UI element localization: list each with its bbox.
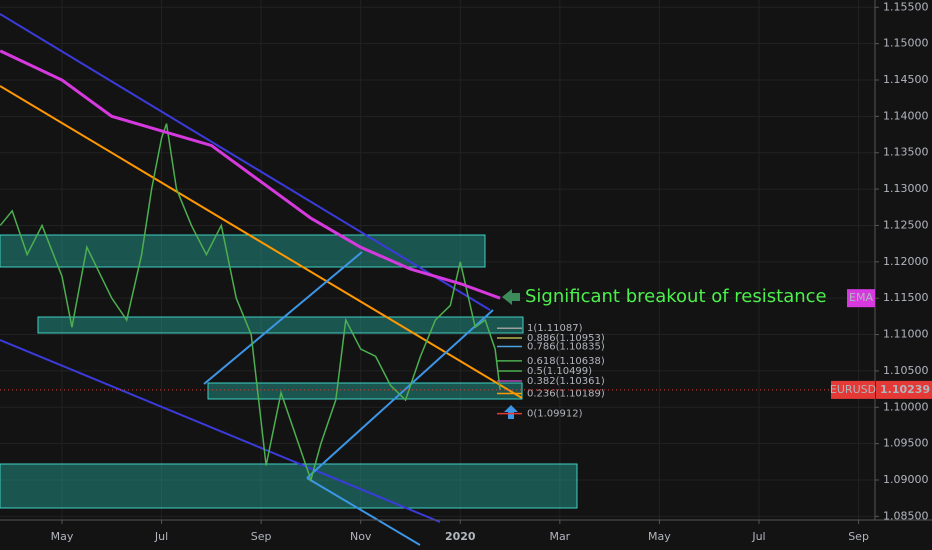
x-tick-label: Sep <box>848 530 869 543</box>
y-tick-label: 1.09000 <box>883 473 929 486</box>
x-tick-label: Jul <box>154 530 168 543</box>
y-tick-label: 1.12500 <box>883 218 929 231</box>
up-arrow <box>504 405 518 419</box>
fib-label: 0.618(1.10638) <box>527 356 605 367</box>
y-tick-label: 1.10500 <box>883 364 929 377</box>
zone <box>0 234 486 268</box>
trendline <box>0 85 523 399</box>
annotation: Significant breakout of resistance <box>525 286 827 307</box>
y-tick-label: 1.13000 <box>883 182 929 195</box>
x-tick-label: Mar <box>549 530 570 543</box>
series-line <box>0 49 501 300</box>
y-tick-label: 1.09500 <box>883 437 929 450</box>
x-tick-label: May <box>648 530 671 543</box>
zone <box>0 463 578 509</box>
y-tick-label: 1.11000 <box>883 328 929 341</box>
fib-label: 1(1.11087) <box>527 323 583 334</box>
y-tick-label: 1.12000 <box>883 255 929 268</box>
annotation-arrow <box>502 289 520 305</box>
x-tick-label: May <box>51 530 74 543</box>
y-tick-label: 1.13500 <box>883 146 929 159</box>
symbol-label: EURUSD <box>830 383 876 396</box>
x-tick-label: Nov <box>350 530 372 543</box>
y-tick-label: 1.15000 <box>883 37 929 50</box>
fib-label: 0.382(1.10361) <box>527 376 605 387</box>
price-tag <box>876 380 932 399</box>
fib-label: 0.236(1.10189) <box>527 389 605 400</box>
x-tick-label: Jul <box>751 530 765 543</box>
zones <box>0 234 578 509</box>
price-label: 1.10239 <box>880 383 930 396</box>
y-tick-label: 1.15500 <box>883 0 929 13</box>
x-tick-label: 2020 <box>445 530 476 543</box>
channel-line <box>306 477 421 546</box>
fib-label: 0.5(1.10499) <box>527 366 592 377</box>
x-tick-label: Sep <box>251 530 272 543</box>
series-line <box>0 123 501 483</box>
trendlines <box>0 13 523 546</box>
y-tick-label: 1.10000 <box>883 400 929 413</box>
ema-tag <box>847 289 875 308</box>
channel-line <box>203 251 363 385</box>
fib-label: 0(1.09912) <box>527 409 583 420</box>
symbol-tag <box>831 380 875 399</box>
fib-label: 0.786(1.10835) <box>527 342 605 353</box>
zone <box>37 316 524 334</box>
ema-label: EMA <box>849 291 873 304</box>
trendline <box>0 339 441 523</box>
plot <box>0 49 501 483</box>
y-tick-label: 1.14500 <box>883 73 929 86</box>
y-tick-label: 1.14000 <box>883 109 929 122</box>
fib-label: 0.886(1.10953) <box>527 333 605 344</box>
y-tick-label: 1.08500 <box>883 509 929 522</box>
zone <box>207 382 523 400</box>
y-tick-label: 1.11500 <box>883 291 929 304</box>
trendline <box>0 13 491 311</box>
